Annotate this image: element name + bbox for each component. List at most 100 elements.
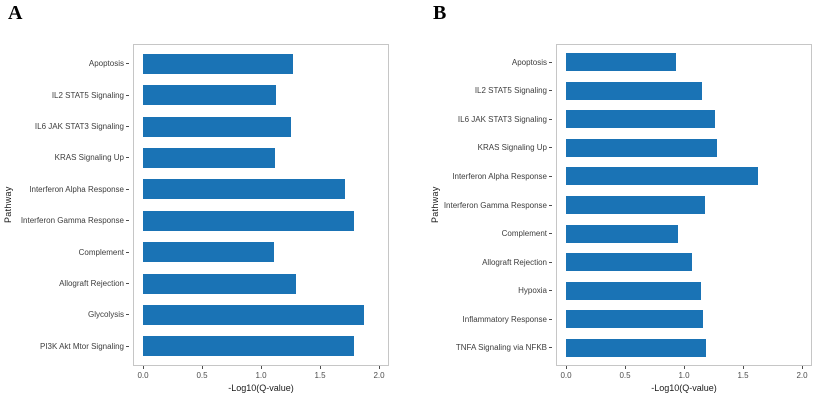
bar bbox=[566, 253, 693, 272]
bar bbox=[566, 281, 701, 300]
x-tick-mark bbox=[261, 366, 262, 369]
y-tick-label: Glycolysis bbox=[87, 310, 124, 320]
bar-row: Apoptosis bbox=[0, 48, 389, 79]
x-tick-label: 2.0 bbox=[373, 371, 385, 380]
y-tick-mark bbox=[549, 347, 552, 349]
y-tick-label: Complement bbox=[78, 247, 124, 257]
bar-row: Allograft Rejection bbox=[413, 248, 812, 277]
bar bbox=[143, 85, 277, 106]
x-tick-mark bbox=[743, 366, 744, 369]
bar-track bbox=[556, 77, 812, 106]
bar bbox=[143, 242, 274, 263]
chart-panel-a: A Pathway Apoptosis IL2 STAT5 Signaling IL… bbox=[0, 0, 412, 403]
bar bbox=[566, 338, 707, 357]
y-tick-label: Allograft Rejection bbox=[482, 257, 547, 267]
bar bbox=[143, 179, 345, 200]
x-tick-label: 2.0 bbox=[796, 371, 808, 380]
y-tick-mark bbox=[549, 233, 552, 235]
y-tick-label: Interferon Gamma Response bbox=[443, 200, 547, 210]
y-tick-mark bbox=[549, 290, 552, 292]
y-tick-mark bbox=[549, 318, 552, 320]
bar bbox=[143, 147, 276, 168]
bar-track bbox=[133, 299, 389, 330]
bar-track bbox=[133, 268, 389, 299]
bar-rows: Apoptosis IL2 STAT5 Signaling IL6 JAK STAT… bbox=[413, 44, 812, 366]
bar-row: Glycolysis bbox=[0, 299, 389, 330]
bar bbox=[143, 273, 297, 294]
y-tick-label: KRAS Signaling Up bbox=[54, 153, 124, 163]
bar-track bbox=[556, 276, 812, 305]
y-tick-mark bbox=[549, 90, 552, 92]
bar-track bbox=[556, 48, 812, 77]
x-tick-label: 1.5 bbox=[737, 371, 749, 380]
bar-track bbox=[556, 134, 812, 163]
panel-label-b: B bbox=[433, 2, 447, 24]
x-tick-label: 1.0 bbox=[678, 371, 690, 380]
bar bbox=[566, 81, 702, 100]
y-tick-label: Interferon Alpha Response bbox=[452, 171, 547, 181]
bar bbox=[566, 310, 703, 329]
bar-row: Interferon Alpha Response bbox=[0, 174, 389, 205]
bar-row: Apoptosis bbox=[413, 48, 812, 77]
bar-row: KRAS Signaling Up bbox=[413, 134, 812, 163]
y-tick-mark bbox=[126, 126, 129, 128]
x-tick-mark bbox=[625, 366, 626, 369]
x-tick-mark bbox=[143, 366, 144, 369]
y-tick-label: Apoptosis bbox=[511, 57, 547, 67]
bar-track bbox=[133, 111, 389, 142]
y-tick-mark bbox=[126, 157, 129, 159]
y-tick-label: Interferon Alpha Response bbox=[29, 184, 124, 194]
y-tick-label: IL2 STAT5 Signaling bbox=[474, 86, 547, 96]
bar-track bbox=[556, 191, 812, 220]
panel-label-a: A bbox=[8, 2, 23, 24]
bar-row: Interferon Gamma Response bbox=[413, 191, 812, 220]
y-tick-label: Inflammatory Response bbox=[462, 314, 547, 324]
bar bbox=[566, 110, 715, 129]
bar-row: Complement bbox=[0, 236, 389, 267]
x-tick-label: 0.5 bbox=[619, 371, 631, 380]
bar-row: KRAS Signaling Up bbox=[0, 142, 389, 173]
y-tick-label: KRAS Signaling Up bbox=[477, 143, 547, 153]
y-tick-mark bbox=[126, 63, 129, 65]
x-tick-mark bbox=[802, 366, 803, 369]
bar-track bbox=[556, 333, 812, 362]
bar bbox=[566, 224, 679, 243]
bar-track bbox=[133, 174, 389, 205]
x-tick-mark bbox=[379, 366, 380, 369]
bar-track bbox=[556, 105, 812, 134]
y-tick-label: Allograft Rejection bbox=[59, 279, 124, 289]
bar bbox=[566, 167, 759, 186]
bar bbox=[143, 116, 291, 137]
chart-panel-b: B Pathway Apoptosis IL2 STAT5 Signaling IL… bbox=[413, 0, 825, 403]
x-tick-label: 0.5 bbox=[196, 371, 208, 380]
bar-row: PI3K Akt Mtor Signaling bbox=[0, 331, 389, 362]
y-tick-label: TNFA Signaling via NFKB bbox=[455, 343, 547, 353]
y-tick-mark bbox=[549, 147, 552, 149]
bar-rows: Apoptosis IL2 STAT5 Signaling IL6 JAK STAT… bbox=[0, 44, 389, 366]
bar bbox=[566, 138, 718, 157]
bar-track bbox=[556, 219, 812, 248]
y-tick-mark bbox=[549, 118, 552, 120]
bar-row: Allograft Rejection bbox=[0, 268, 389, 299]
bar-row: IL2 STAT5 Signaling bbox=[413, 77, 812, 106]
y-tick-mark bbox=[126, 251, 129, 253]
bar-track bbox=[133, 48, 389, 79]
bar bbox=[143, 304, 364, 325]
y-tick-label: PI3K Akt Mtor Signaling bbox=[39, 341, 124, 351]
bar-row: Complement bbox=[413, 219, 812, 248]
bar-track bbox=[133, 142, 389, 173]
y-tick-label: Apoptosis bbox=[88, 59, 124, 69]
y-tick-mark bbox=[549, 175, 552, 177]
bar bbox=[143, 53, 293, 74]
bar-track bbox=[133, 331, 389, 362]
bar-row: Hypoxia bbox=[413, 276, 812, 305]
x-axis-title: -Log10(Q-value) bbox=[651, 383, 717, 393]
y-tick-mark bbox=[126, 220, 129, 222]
y-tick-label: IL6 JAK STAT3 Signaling bbox=[457, 114, 547, 124]
y-tick-mark bbox=[126, 314, 129, 316]
x-tick-label: 1.0 bbox=[255, 371, 267, 380]
x-tick-mark bbox=[320, 366, 321, 369]
x-tick-mark bbox=[684, 366, 685, 369]
bar-track bbox=[133, 205, 389, 236]
